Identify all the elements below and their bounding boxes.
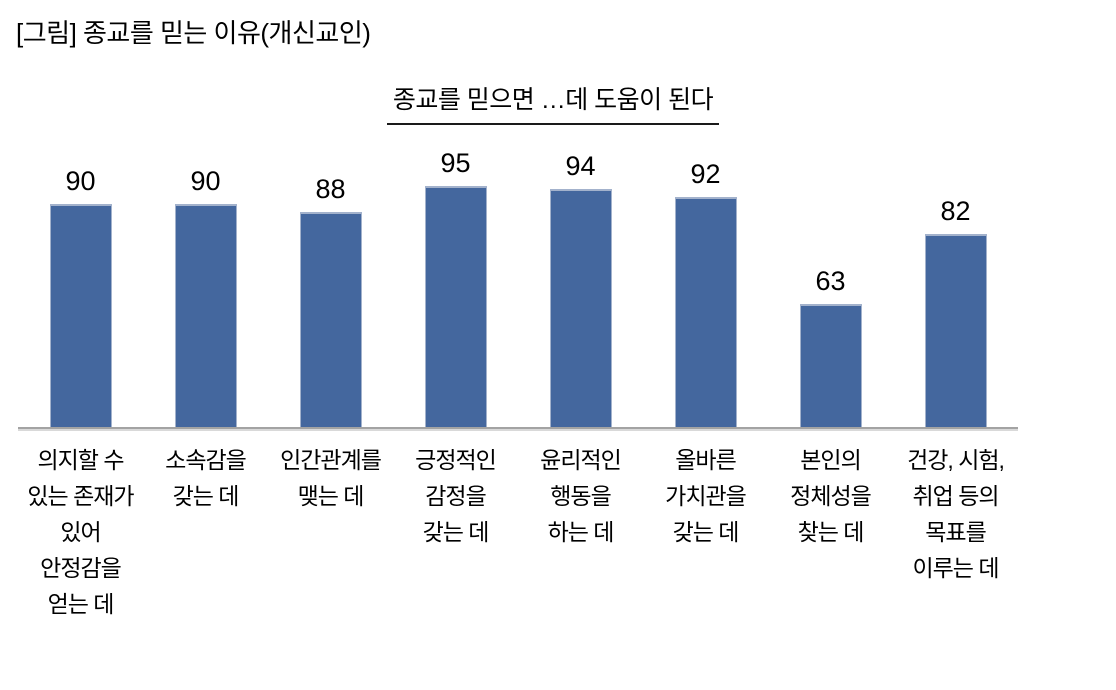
- bar: [924, 234, 987, 427]
- bar: [674, 197, 737, 427]
- bar-value-label: 92: [690, 159, 721, 189]
- bar: [299, 212, 362, 427]
- bar: [549, 189, 612, 427]
- category-label-line: 얻는 데: [47, 591, 115, 617]
- category-label-line: 본인의: [800, 447, 861, 473]
- bars-area: 90 90 88 95 94 92 63 82: [18, 147, 1018, 427]
- category-label-line: 갖는 데: [672, 519, 740, 545]
- bar-value-label: 90: [190, 166, 221, 196]
- bar-slot: 92: [643, 158, 768, 427]
- bar-value-label: 63: [815, 266, 846, 296]
- x-axis-line: [18, 427, 1018, 429]
- bar-slot: 88: [268, 173, 393, 427]
- bar: [174, 204, 237, 427]
- category-label-line: 올바른: [675, 447, 736, 473]
- category-label-line: 이루는 데: [912, 555, 999, 581]
- chart-subtitle-row: 종교를 믿으면 …데 도움이 된다: [0, 80, 1106, 125]
- category-label-line: 가치관을: [665, 483, 747, 509]
- category-label-line: 갖는 데: [172, 483, 240, 509]
- bar: [49, 204, 112, 427]
- bar-slot: 82: [893, 195, 1018, 427]
- category-label-line: 의지할 수: [37, 447, 124, 473]
- category-label-line: 정체성을: [790, 483, 872, 509]
- category-label-line: 취업 등의: [912, 483, 999, 509]
- category-label-line: 목표를: [925, 519, 986, 545]
- bar-value-label: 88: [315, 174, 346, 204]
- bar-value-label: 95: [440, 148, 471, 178]
- category-label-line: 감정을: [425, 483, 486, 509]
- category-label-line: 윤리적인: [540, 447, 622, 473]
- category-label-line: 있어: [60, 519, 101, 545]
- bar-value-label: 82: [940, 196, 971, 226]
- category-label-line: 하는 데: [547, 519, 615, 545]
- category-label-line: 건강, 시험,: [907, 447, 1005, 473]
- chart-subtitle: 종교를 믿으면 …데 도움이 된다: [386, 80, 720, 125]
- bar-slot: 90: [18, 165, 143, 427]
- category-label-line: 소속감을: [165, 447, 247, 473]
- bar-value-label: 90: [65, 166, 96, 196]
- bar-slot: 95: [393, 147, 518, 427]
- category-label-line: 행동을: [550, 483, 611, 509]
- bar-value-label: 94: [565, 151, 596, 181]
- category-label-line: 긍정적인: [415, 447, 497, 473]
- category-axis-labels: 의지할 수 있는 존재가 있어 안정감을 얻는 데 소속감을 갖는 데 인간관계를 맺는 데 긍정…: [18, 442, 1018, 622]
- figure-title: [그림] 종교를 믿는 이유(개신교인): [16, 18, 371, 48]
- category-label-line: 인간관계를: [280, 447, 382, 473]
- category-label-line: 갖는 데: [422, 519, 490, 545]
- category-label-line: 안정감을: [40, 555, 122, 581]
- category-label-line: 찾는 데: [797, 519, 865, 545]
- bar: [424, 186, 487, 427]
- category-label-line: 있는 존재가: [27, 483, 134, 509]
- bar-slot: 90: [143, 165, 268, 427]
- bar-chart-plot-area: 90 90 88 95 94 92 63 82 의지할 수 있는 존재가 있어 안정감을 얻는 데 소속…: [18, 147, 1018, 622]
- bar-slot: 94: [518, 150, 643, 427]
- category-label-line: 맺는 데: [297, 483, 365, 509]
- bar-slot: 63: [768, 265, 893, 427]
- bar: [799, 304, 862, 427]
